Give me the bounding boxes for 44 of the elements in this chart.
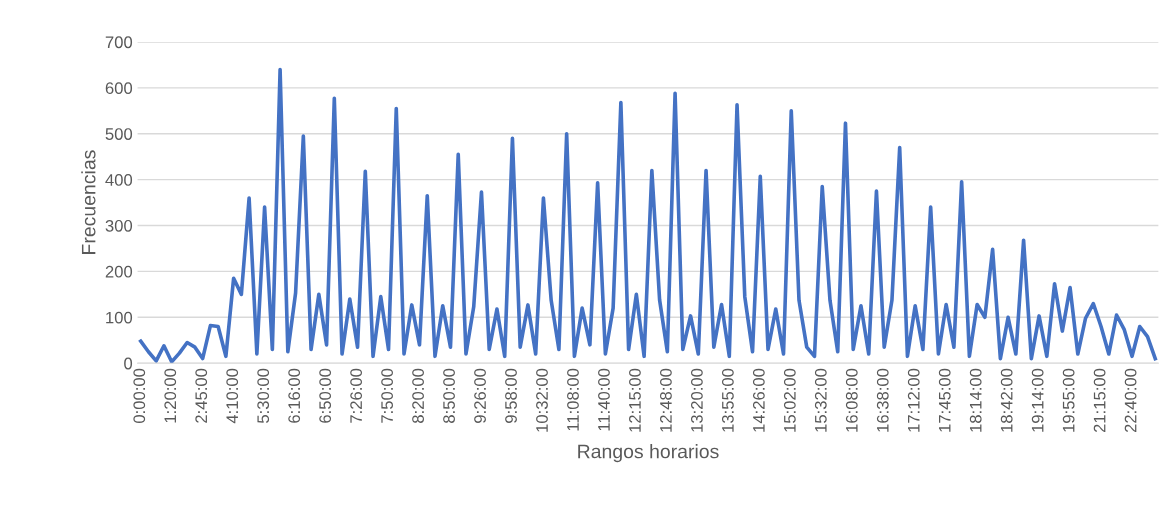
x-tick-label: 18:42:00 [1000, 368, 1013, 432]
x-tick-label: 15:32:00 [814, 368, 827, 432]
x-tick-label: 19:14:00 [1031, 368, 1044, 432]
x-tick-label: 9:26:00 [474, 368, 486, 423]
x-tick-label: 16:08:00 [845, 368, 858, 432]
x-tick-label: 6:16:00 [288, 368, 301, 423]
x-tick-label: 21:15:00 [1093, 368, 1106, 433]
x-tick-label: 12:48:00 [660, 368, 672, 432]
line-series [138, 67, 1158, 364]
x-tick-label: 12:15:00 [629, 368, 641, 432]
x-tick-label: 0:00:00 [133, 368, 146, 424]
x-tick-label: 18:14:00 [969, 368, 982, 432]
x-tick-label: 19:55:00 [1062, 368, 1075, 432]
x-tick-label: 13:20:00 [690, 368, 703, 432]
x-tick-label: 11:08:00 [567, 368, 579, 431]
x-tick-label: 4:10:00 [226, 368, 239, 424]
x-tick-label: 13:55:00 [721, 368, 734, 432]
x-tick-label: 8:50:00 [443, 368, 455, 423]
x-tick-label: 10:32:00 [536, 368, 548, 432]
x-tick-label: 6:50:00 [319, 368, 332, 423]
x-tick-label: 22:40:00 [1124, 368, 1137, 433]
x-axis-title: Rangos horarios [578, 444, 719, 463]
x-tick-label: 5:30:00 [257, 368, 270, 423]
y-tick-label: 600 [105, 82, 133, 95]
x-tick-label: 2:45:00 [195, 368, 208, 423]
x-tick-label: 17:45:00 [938, 368, 951, 432]
x-tick-label: 7:50:00 [381, 368, 393, 423]
y-tick-label: 0 [124, 357, 133, 370]
y-tick-label: 500 [105, 128, 133, 140]
x-tick-label: 17:12:00 [907, 368, 920, 432]
x-tick-label: 15:02:00 [783, 368, 796, 432]
x-tick-label: 11:40:00 [598, 368, 610, 431]
y-axis-title: Frecuencias [81, 150, 96, 254]
y-tick-label: 700 [105, 36, 133, 49]
x-tick-label: 8:20:00 [412, 368, 424, 423]
x-tick-label: 14:26:00 [752, 368, 765, 432]
x-tick-label: 9:58:00 [505, 368, 517, 423]
y-tick-label: 300 [105, 219, 133, 232]
y-tick-label: 100 [106, 311, 133, 324]
x-tick-label: 1:20:00 [164, 368, 177, 423]
y-tick-label: 400 [105, 174, 133, 186]
y-tick-label: 200 [105, 265, 133, 278]
x-tick-label: 16:38:00 [876, 368, 889, 432]
x-tick-label: 7:26:00 [350, 368, 363, 423]
